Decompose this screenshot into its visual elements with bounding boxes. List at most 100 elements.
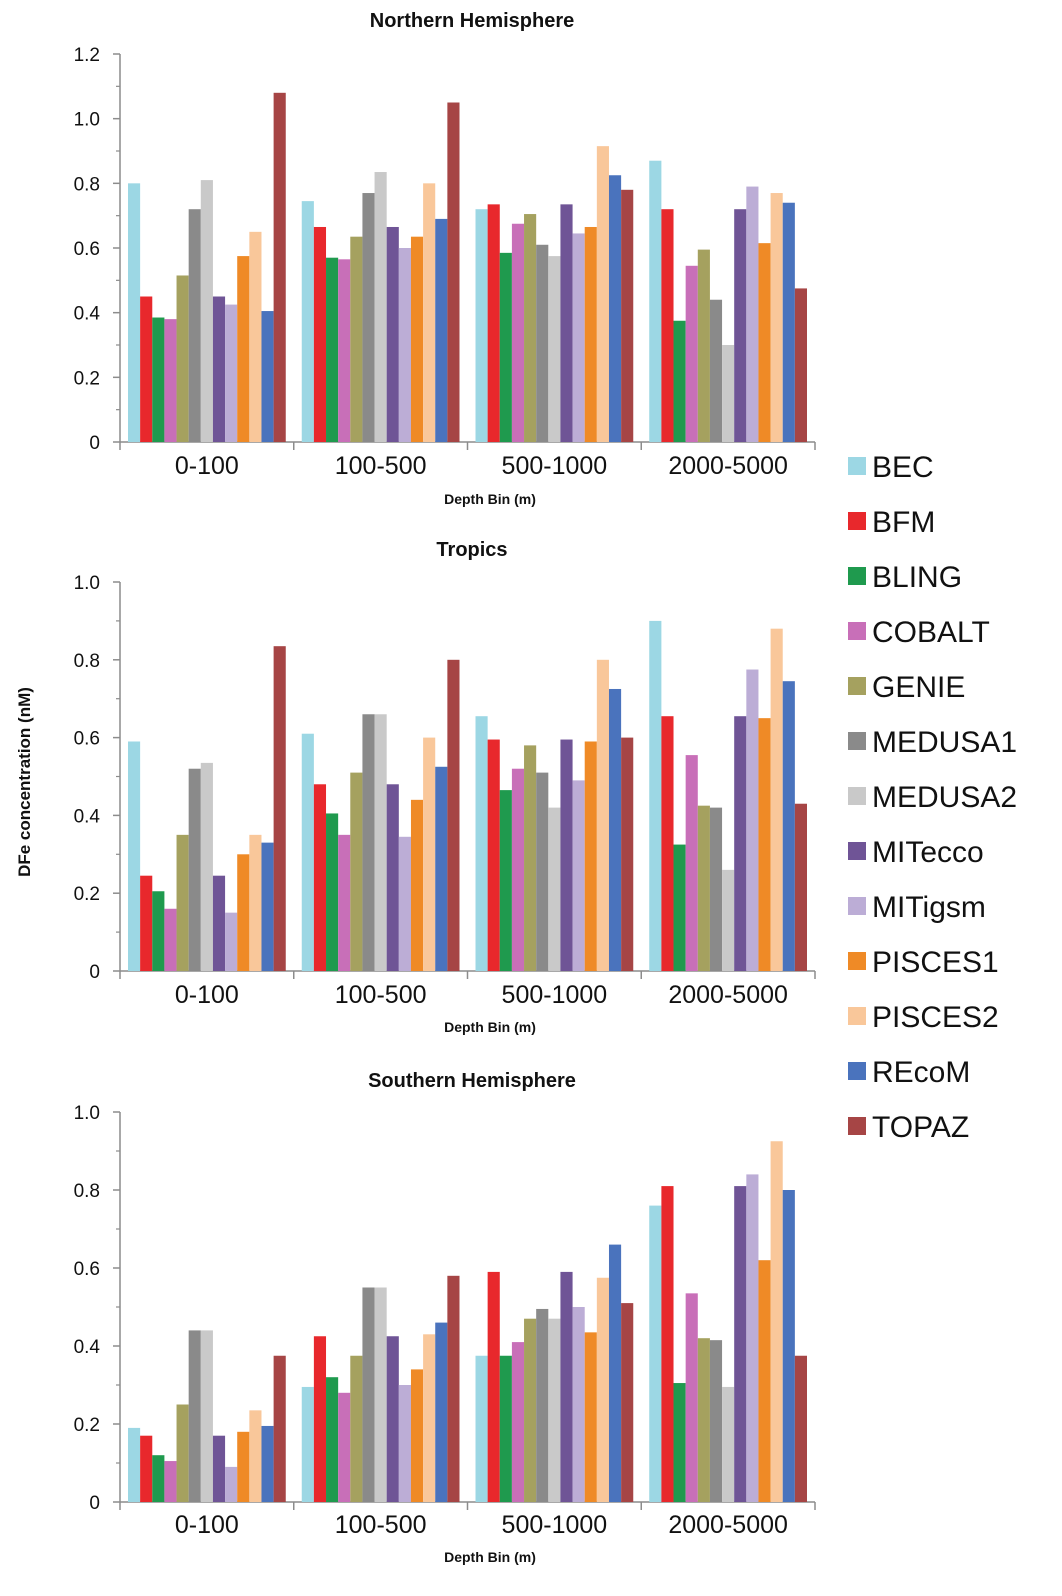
bar-topaz bbox=[447, 1275, 460, 1502]
bar-pisces2 bbox=[770, 1141, 783, 1502]
bar-mitecco bbox=[212, 875, 226, 971]
bar-mitecco bbox=[212, 1435, 226, 1502]
legend-swatch bbox=[848, 952, 866, 970]
legend-swatch bbox=[848, 897, 866, 915]
bar-medusa1 bbox=[536, 1308, 549, 1502]
bar-genie bbox=[524, 1318, 537, 1502]
bar-cobalt bbox=[164, 319, 177, 442]
legend-label: MEDUSA1 bbox=[872, 726, 1017, 759]
bar-topaz bbox=[794, 288, 807, 442]
legend-label: REcoM bbox=[872, 1056, 970, 1089]
legend-label: TOPAZ bbox=[872, 1111, 969, 1144]
legend-item: MITecco bbox=[848, 836, 984, 869]
bar-mitigsm bbox=[572, 780, 585, 971]
bar-pisces2 bbox=[596, 659, 609, 971]
bar-mitigsm bbox=[746, 669, 759, 971]
bar-medusa1 bbox=[188, 768, 201, 971]
bar-genie bbox=[350, 236, 363, 442]
bar-genie bbox=[176, 834, 189, 971]
bar-bfm bbox=[140, 875, 153, 971]
bar-bec bbox=[301, 733, 314, 971]
x-category-label: 0-100 bbox=[175, 452, 239, 480]
chart-title: Southern Hemisphere bbox=[368, 1070, 576, 1092]
bar-mitigsm bbox=[398, 836, 411, 971]
bar-pisces1 bbox=[584, 741, 597, 971]
x-axis-label: Depth Bin (m) bbox=[444, 491, 536, 507]
bar-mitecco bbox=[734, 716, 747, 971]
bar-medusa1 bbox=[709, 1340, 723, 1502]
bar-pisces2 bbox=[770, 628, 783, 971]
bar-cobalt bbox=[338, 259, 351, 442]
bar-cobalt bbox=[164, 1461, 177, 1502]
bar-pisces2 bbox=[770, 193, 783, 442]
y-tick-label: 1.0 bbox=[74, 1103, 100, 1124]
bar-bfm bbox=[313, 1336, 327, 1502]
bar-genie bbox=[524, 745, 537, 971]
bar-mitecco bbox=[734, 209, 747, 442]
bar-pisces1 bbox=[237, 1431, 250, 1502]
y-tick-label: 0.8 bbox=[74, 174, 100, 195]
legend: BEC BFM BLING COBALT GENIE MEDUSA1 MEDUSA2 MITe… bbox=[848, 451, 1017, 1144]
legend-swatch bbox=[848, 1062, 866, 1080]
bar-pisces2 bbox=[249, 231, 262, 442]
bar-cobalt bbox=[685, 1293, 698, 1502]
y-tick-label: 0 bbox=[89, 1493, 100, 1514]
bar-mitigsm bbox=[572, 233, 585, 442]
legend-label: BEC bbox=[872, 451, 934, 484]
bar-bling bbox=[673, 320, 686, 442]
legend-label: MEDUSA2 bbox=[872, 781, 1017, 814]
bar-pisces2 bbox=[249, 834, 262, 971]
bar-mitigsm bbox=[746, 1174, 759, 1502]
legend-swatch bbox=[848, 567, 866, 585]
bar-mitecco bbox=[560, 1271, 573, 1502]
legend-item: REcoM bbox=[848, 1056, 970, 1089]
legend-swatch bbox=[848, 622, 866, 640]
y-tick-label: 1.0 bbox=[74, 573, 100, 594]
legend-item: BFM bbox=[848, 506, 935, 539]
y-tick-label: 1.2 bbox=[74, 45, 100, 66]
legend-item: MITigsm bbox=[848, 891, 986, 924]
bar-bec bbox=[301, 1386, 314, 1502]
legend-label: BLING bbox=[872, 561, 962, 594]
bar-genie bbox=[697, 1338, 710, 1502]
bar-pisces1 bbox=[584, 1332, 597, 1502]
bar-bfm bbox=[661, 209, 674, 442]
bar-pisces1 bbox=[584, 226, 597, 442]
bar-topaz bbox=[273, 92, 286, 443]
bar-medusa1 bbox=[362, 193, 375, 442]
x-category-label: 500-1000 bbox=[502, 452, 608, 480]
bar-bling bbox=[499, 790, 512, 971]
bar-topaz bbox=[621, 737, 634, 971]
bar-genie bbox=[524, 214, 537, 442]
bar-mitecco bbox=[386, 1336, 399, 1502]
bar-pisces1 bbox=[237, 256, 250, 442]
bar-topaz bbox=[447, 102, 460, 442]
bar-recom bbox=[608, 175, 622, 442]
y-tick-label: 0 bbox=[89, 433, 100, 454]
bar-medusa2 bbox=[200, 180, 213, 442]
bar-mitecco bbox=[212, 296, 226, 442]
bar-bling bbox=[152, 891, 165, 971]
y-tick-label: 0.6 bbox=[74, 239, 100, 260]
bar-pisces1 bbox=[758, 243, 771, 442]
x-category-label: 2000-5000 bbox=[668, 981, 788, 1009]
bar-bling bbox=[673, 844, 686, 971]
bar-bfm bbox=[661, 1186, 674, 1502]
legend-item: COBALT bbox=[848, 616, 990, 649]
bar-medusa1 bbox=[362, 714, 375, 971]
bar-medusa2 bbox=[548, 256, 561, 442]
bar-bling bbox=[326, 1377, 339, 1502]
bar-bling bbox=[152, 317, 165, 442]
bar-pisces1 bbox=[410, 236, 424, 442]
bar-topaz bbox=[794, 803, 807, 971]
bar-recom bbox=[782, 202, 795, 442]
y-tick-label: 0.2 bbox=[74, 1415, 100, 1436]
x-axis-label: Depth Bin (m) bbox=[444, 1019, 536, 1035]
bar-bfm bbox=[487, 1271, 500, 1502]
bar-topaz bbox=[273, 1355, 286, 1502]
bar-genie bbox=[697, 805, 710, 971]
legend-swatch bbox=[848, 677, 866, 695]
bar-bec bbox=[475, 1355, 488, 1502]
legend-label: COBALT bbox=[872, 616, 990, 649]
bar-genie bbox=[697, 249, 710, 442]
